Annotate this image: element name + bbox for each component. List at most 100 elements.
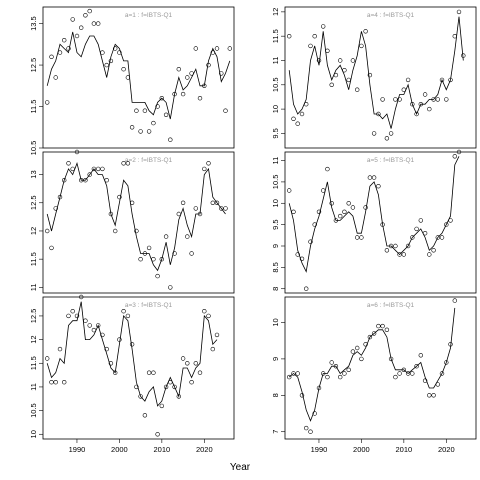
- observed-point: [117, 194, 122, 200]
- panel-frame: [42, 151, 235, 294]
- x-axis-label: Year: [230, 462, 251, 473]
- observed-point: [121, 161, 126, 166]
- observed-point: [308, 43, 313, 49]
- panel-frame: [42, 296, 235, 440]
- observed-point: [338, 58, 343, 63]
- observed-point: [312, 222, 317, 227]
- observed-point: [422, 92, 428, 97]
- observed-point: [104, 62, 109, 68]
- fitted-line: [288, 156, 460, 273]
- observed-point: [49, 245, 54, 251]
- observed-point: [410, 371, 415, 376]
- observed-point: [125, 75, 131, 80]
- observed-point: [168, 137, 173, 142]
- observed-point: [70, 309, 75, 314]
- observed-point: [159, 257, 165, 262]
- observed-point: [418, 101, 423, 107]
- observed-point: [355, 87, 360, 92]
- observed-point: [444, 222, 449, 227]
- observed-point: [316, 58, 322, 63]
- panel-2: a=4 : f=IBTS-Q1 9.5 10 10.5 11 11.5 12: [271, 6, 477, 149]
- observed-point: [342, 371, 347, 376]
- observed-point: [104, 346, 109, 352]
- observed-point: [129, 342, 135, 347]
- panel-6: a=6 : f=IBTS-Q1 7 8 9 10 1990 2000 2010 2020: [271, 296, 477, 454]
- observed-point: [346, 201, 351, 206]
- observed-point: [163, 234, 169, 239]
- x-tick-label: 2000: [111, 445, 128, 454]
- observed-point: [53, 206, 58, 211]
- observed-point: [87, 8, 92, 14]
- observed-point: [151, 257, 156, 262]
- observed-point: [87, 323, 92, 328]
- observed-point: [388, 356, 394, 362]
- observed-point: [214, 46, 220, 51]
- observed-point: [57, 194, 63, 200]
- observed-point: [431, 248, 436, 253]
- x-tick-label: 2020: [438, 445, 455, 454]
- observed-point: [66, 46, 71, 51]
- observed-point: [329, 82, 334, 88]
- observed-point: [206, 313, 211, 319]
- observed-point: [452, 33, 457, 39]
- observed-point: [384, 136, 390, 141]
- observed-point: [355, 235, 360, 240]
- observed-point: [219, 206, 224, 211]
- observed-point: [384, 327, 390, 332]
- observed-point: [456, 149, 462, 155]
- observed-point: [134, 384, 139, 390]
- observed-point: [439, 77, 445, 83]
- observed-point: [405, 77, 411, 83]
- observed-point: [202, 83, 207, 89]
- observed-point: [291, 116, 296, 122]
- observed-point: [350, 349, 356, 354]
- observed-point: [202, 166, 207, 172]
- observed-point: [210, 200, 216, 206]
- observed-point: [401, 367, 406, 372]
- observed-point: [206, 161, 211, 166]
- y-tick-label: 7: [271, 430, 280, 434]
- observed-point: [219, 71, 224, 76]
- y-tick-label: 11.5: [271, 29, 280, 43]
- y-tick-label: 11: [271, 57, 280, 65]
- observed-point: [129, 200, 135, 206]
- observed-point: [380, 323, 385, 329]
- observed-point: [223, 108, 228, 113]
- observed-point: [308, 239, 313, 244]
- observed-point: [312, 411, 317, 416]
- observed-point: [367, 334, 373, 340]
- observed-point: [57, 346, 63, 352]
- observed-point: [108, 361, 114, 366]
- observed-point: [287, 374, 292, 380]
- observed-point: [363, 342, 368, 347]
- observed-point: [74, 33, 80, 39]
- observed-point: [151, 370, 156, 375]
- observed-point: [168, 380, 173, 385]
- observed-point: [321, 188, 326, 193]
- y-tick-label: 11: [29, 283, 38, 291]
- observed-point: [329, 201, 334, 206]
- observed-point: [138, 129, 143, 134]
- observed-point: [350, 58, 356, 63]
- observed-point: [129, 125, 135, 130]
- observed-point: [439, 371, 445, 376]
- observed-point: [350, 205, 356, 210]
- observed-point: [87, 172, 92, 177]
- observed-point: [91, 21, 97, 26]
- observed-point: [125, 161, 131, 166]
- observed-point: [180, 91, 186, 97]
- observed-point: [405, 243, 411, 249]
- observed-point: [151, 120, 156, 126]
- observed-point: [176, 66, 182, 72]
- x-tick-label: 1990: [69, 445, 86, 454]
- y-tick-label: 11: [29, 383, 38, 391]
- observed-point: [74, 149, 80, 155]
- observed-point: [193, 361, 199, 366]
- panel-title: a=3 : f=IBTS-Q1: [125, 302, 173, 309]
- y-tick-label: 10: [271, 105, 280, 113]
- y-tick-label: 12: [271, 8, 280, 16]
- observed-point: [121, 309, 126, 314]
- observed-point: [291, 371, 296, 376]
- observed-point: [176, 394, 182, 399]
- observed-point: [78, 178, 84, 183]
